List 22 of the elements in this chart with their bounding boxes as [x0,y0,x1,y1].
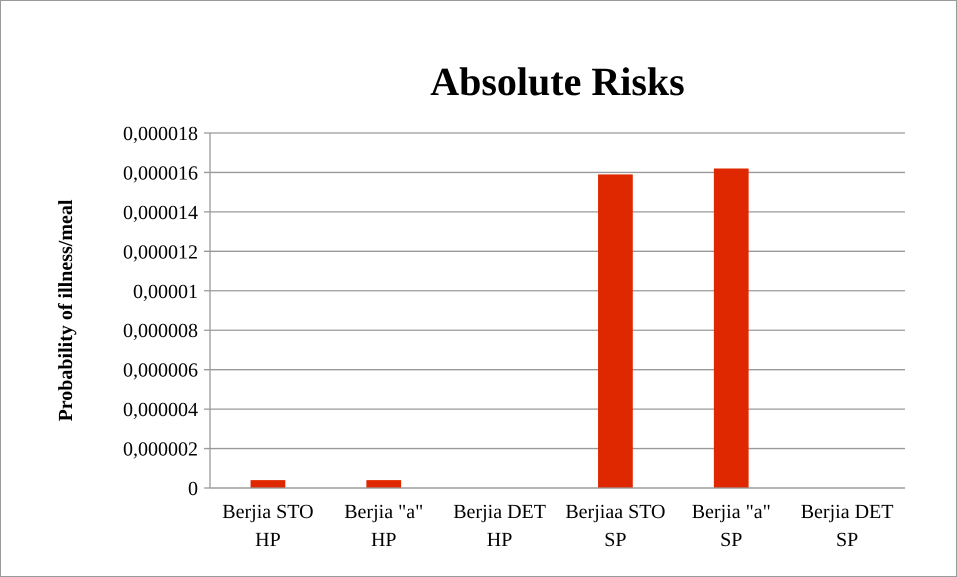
x-tick-label: Berjia "a" HP [344,501,424,551]
x-tick-label: Berjia STO HP [222,501,314,551]
x-tick-label: Berjiaa STO SP [565,501,666,551]
chart-title: Absolute Risks [430,59,685,104]
y-tick-label: 0,000014 [123,202,198,224]
x-tick-label: Berjia DET SP [800,501,894,551]
bar [598,174,633,488]
y-tick-label: 0,000016 [123,162,198,184]
y-tick-label: 0,000008 [123,320,198,342]
y-tick-label: 0,000004 [123,399,198,422]
y-tick-label: 0 [188,478,198,500]
y-tick-label: 0,00001 [133,280,198,303]
bar [714,168,749,488]
bar [366,480,402,488]
x-tick-label: Berjia "a" SP [692,501,771,551]
x-tick-label: Berjia DET HP [453,501,546,551]
y-tick-label: 0,000012 [123,241,198,264]
bar [250,480,286,488]
y-tick-label: 0,000018 [123,123,198,145]
y-tick-label: 0,000006 [123,360,198,382]
y-tick-label: 0,000002 [123,438,198,461]
y-axis-title: Probability of illness/meal [55,199,77,422]
